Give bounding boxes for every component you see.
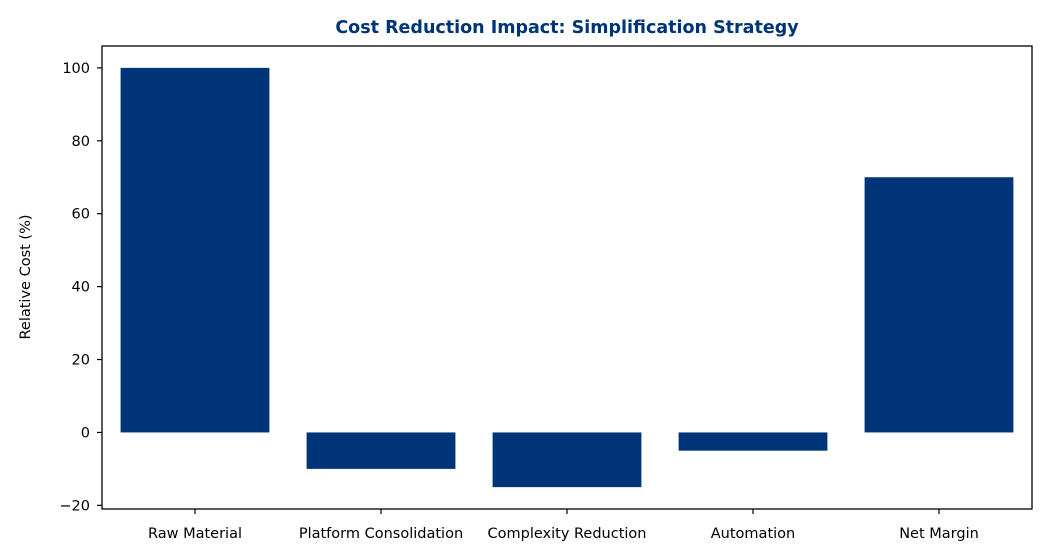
- x-axis-ticks: Raw Material Platform Consolidation Comple…: [148, 509, 979, 542]
- y-axis-label: Relative Cost (%): [18, 214, 34, 339]
- x-tick-label: Raw Material: [148, 526, 242, 542]
- y-tick-label: 100: [62, 61, 90, 77]
- bar-1: [306, 432, 456, 469]
- bar-4: [864, 177, 1014, 433]
- x-tick-label: Automation: [711, 526, 795, 542]
- x-tick-label: Platform Consolidation: [299, 526, 463, 542]
- y-tick-label: 40: [72, 280, 90, 296]
- y-tick-label: 0: [81, 425, 90, 441]
- bar-2: [492, 432, 642, 488]
- y-tick-label: −20: [59, 498, 90, 514]
- plot-area-frame: [101, 45, 1033, 510]
- x-tick-label: Net Margin: [899, 526, 979, 542]
- bar-0: [120, 67, 270, 433]
- chart-title: Cost Reduction Impact: Simplification St…: [335, 18, 799, 38]
- bar-3: [678, 432, 828, 451]
- y-tick-label: 20: [72, 353, 90, 369]
- y-axis-ticks: −20 0 20 40 60 80 100: [59, 61, 102, 514]
- y-tick-label: 80: [72, 134, 90, 150]
- x-tick-label: Complexity Reduction: [488, 526, 647, 542]
- y-tick-label: 60: [72, 207, 90, 223]
- bars-group: [120, 67, 1014, 488]
